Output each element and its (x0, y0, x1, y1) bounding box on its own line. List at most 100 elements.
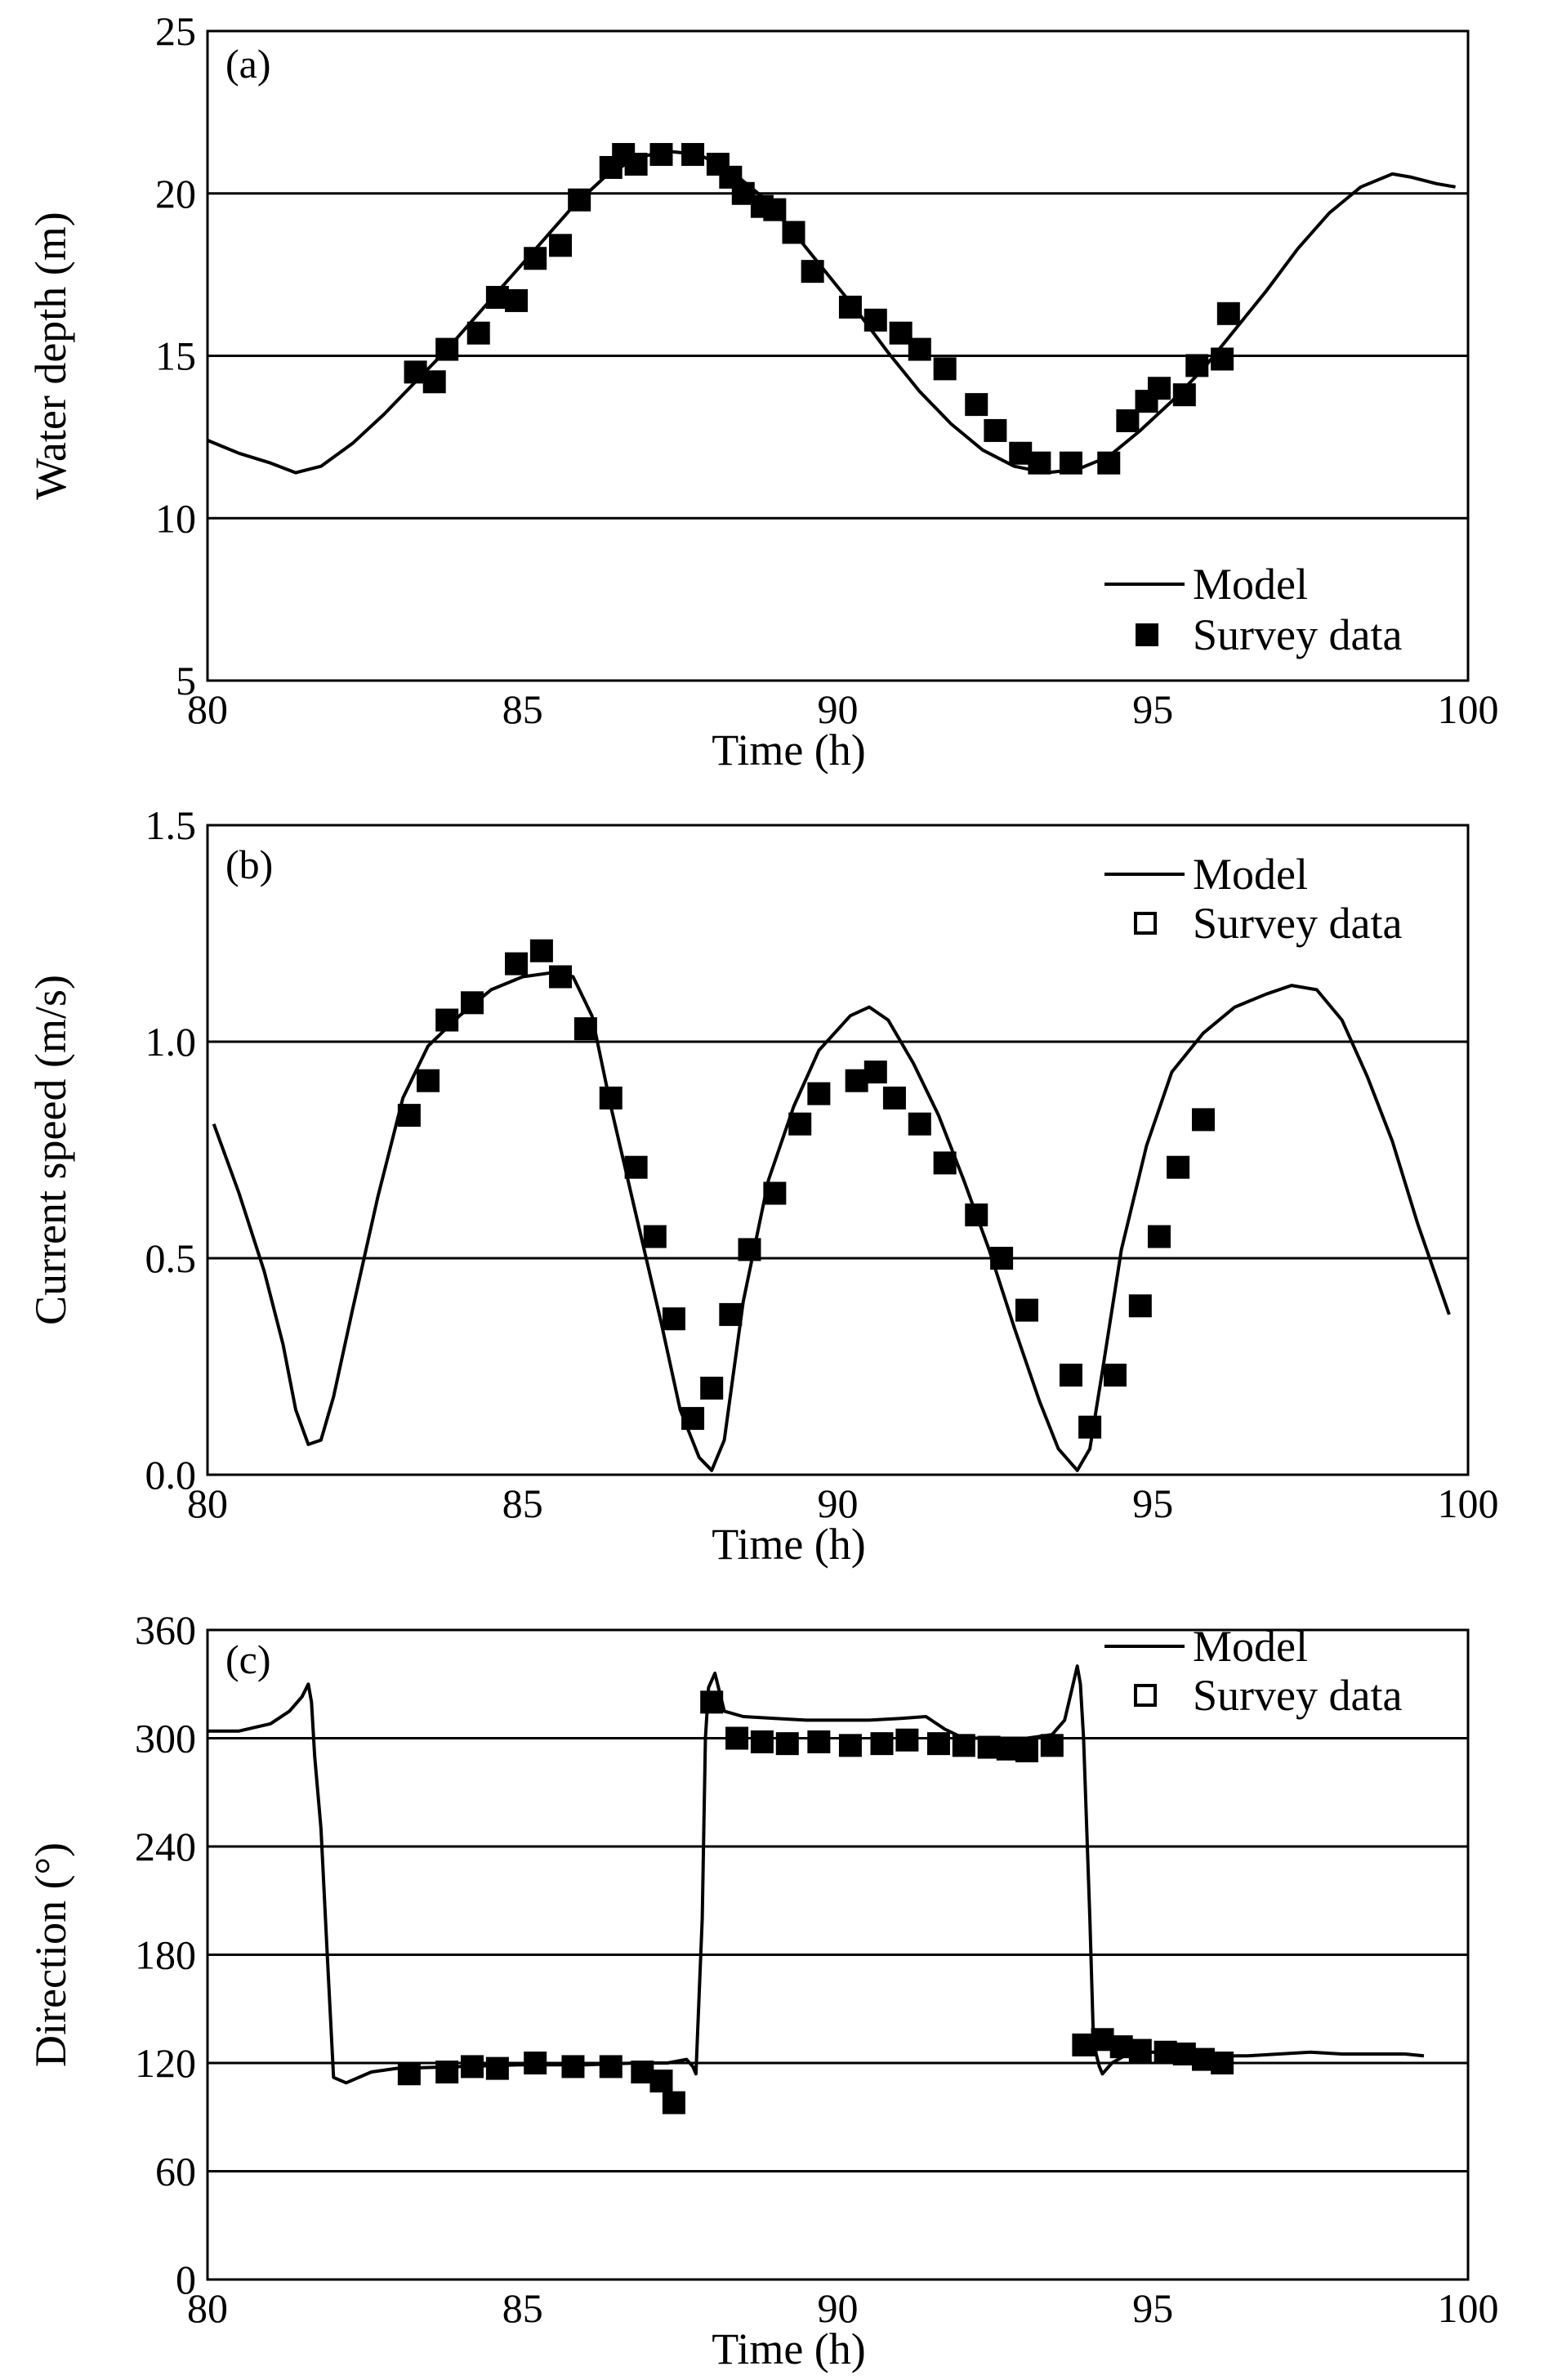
survey-data-point (1211, 2052, 1234, 2074)
survey-data-point (965, 1203, 988, 1226)
survey-data-point (505, 288, 529, 312)
survey-data-point (681, 1407, 705, 1431)
x-tick-label: 100 (1438, 1480, 1499, 1526)
survey-data-point (1185, 354, 1209, 377)
x-tick-label: 90 (818, 2285, 859, 2331)
survey-data-point (573, 1017, 597, 1041)
x-axis-title: Time (h) (712, 2324, 866, 2373)
survey-data-point (461, 991, 484, 1015)
survey-data-point (1116, 409, 1140, 432)
survey-data-point (461, 2055, 484, 2079)
x-tick-label: 90 (818, 686, 859, 732)
panel-label: (c) (225, 1637, 271, 1682)
survey-data-point (863, 308, 887, 332)
survey-data-point (1172, 383, 1196, 407)
panel-label: (a) (225, 41, 271, 87)
x-tick-label: 100 (1438, 2285, 1499, 2331)
y-tick-label: 180 (135, 1932, 196, 1978)
survey-data-point (599, 1086, 623, 1110)
survey-data-point (524, 247, 547, 270)
survey-data-point (624, 1155, 648, 1179)
survey-data-point (643, 1225, 667, 1248)
survey-data-point (926, 1732, 950, 1756)
survey-data-point (933, 1151, 957, 1175)
survey-data-point (1103, 1364, 1127, 1387)
x-tick-label: 80 (187, 1480, 228, 1526)
series-group (207, 143, 1456, 475)
survey-data-point (1078, 1415, 1102, 1439)
survey-data-point (549, 965, 573, 989)
y-axis-title: Water depth (m) (26, 212, 75, 500)
survey-data-point (1097, 451, 1121, 475)
survey-data-point (952, 1734, 975, 1757)
x-tick-label: 85 (502, 686, 543, 732)
survey-data-point (1216, 301, 1240, 325)
survey-data-point (1028, 451, 1051, 475)
survey-data-point (908, 1112, 931, 1136)
survey-data-point (417, 1069, 440, 1092)
survey-data-point (763, 198, 787, 221)
legend-model-label: Model (1193, 1622, 1308, 1671)
survey-data-point (725, 1726, 749, 1750)
survey-data-point (466, 321, 490, 345)
chart-panel-2: 0.0 0.5 1.0 1.5 80 85 90 95 100 Time (h) Current s… (26, 802, 1499, 1569)
survey-data-point (882, 1086, 906, 1110)
survey-data-point (435, 337, 459, 361)
y-tick-label: 1.5 (145, 802, 197, 848)
legend-model-label: Model (1193, 850, 1308, 899)
x-tick-label: 80 (187, 686, 228, 732)
survey-data-point (649, 143, 673, 167)
survey-data-point (838, 295, 862, 319)
survey-data-point (933, 357, 957, 381)
survey-data-point (529, 939, 553, 962)
x-tick-label: 95 (1132, 2285, 1173, 2331)
x-axis-title: Time (h) (712, 1520, 866, 1569)
survey-data-point (1191, 1108, 1215, 1132)
y-tick-label: 0 (176, 2257, 196, 2302)
survey-data-point (561, 2055, 585, 2079)
survey-data-point (435, 2061, 459, 2084)
survey-data-point (681, 143, 705, 167)
y-tick-label: 300 (135, 1716, 196, 1762)
legend-survey-swatch (1136, 623, 1158, 646)
survey-data-point (397, 1104, 421, 1127)
survey-data-point (524, 2052, 547, 2074)
y-tick-label: 0.5 (145, 1235, 197, 1281)
x-tick-label: 80 (187, 2285, 228, 2331)
x-tick-label: 95 (1132, 686, 1173, 732)
survey-data-point (863, 1061, 887, 1084)
survey-data-point (1015, 1739, 1038, 1762)
survey-data-point (719, 1302, 743, 1326)
survey-data-point (750, 1730, 774, 1753)
survey-data-point (895, 1728, 919, 1752)
survey-data-point (870, 1732, 894, 1756)
legend-survey-label: Survey data (1193, 610, 1402, 659)
survey-data-point (1147, 377, 1171, 400)
survey-data-point (662, 2091, 685, 2114)
survey-data-point (990, 1247, 1014, 1270)
y-tick-label: 5 (176, 658, 196, 703)
plot-area-frame (206, 29, 1470, 682)
survey-data-point (599, 2055, 623, 2079)
model-line (212, 971, 1451, 1472)
survey-data-point (788, 1112, 812, 1136)
y-tick-label: 60 (155, 2149, 196, 2195)
chart-panel-1: 5 10 15 20 25 80 85 90 95 100 Time (h) Water depth … (26, 8, 1499, 775)
panel-label: (b) (225, 842, 273, 887)
survey-data-point (1059, 1364, 1082, 1387)
survey-data-point (801, 260, 824, 284)
y-axis-title: Direction (°) (26, 1842, 75, 2067)
survey-data-point (807, 1082, 831, 1105)
survey-data-point (568, 188, 591, 212)
y-tick-label: 1.0 (145, 1019, 197, 1065)
survey-data-point (763, 1181, 787, 1205)
survey-data-point (1015, 1298, 1038, 1322)
survey-data-point (422, 370, 446, 394)
survey-data-point (662, 1307, 685, 1331)
survey-data-point (984, 418, 1007, 442)
y-tick-label: 15 (155, 333, 196, 379)
y-axis-title: Current speed (m/s) (26, 975, 75, 1325)
